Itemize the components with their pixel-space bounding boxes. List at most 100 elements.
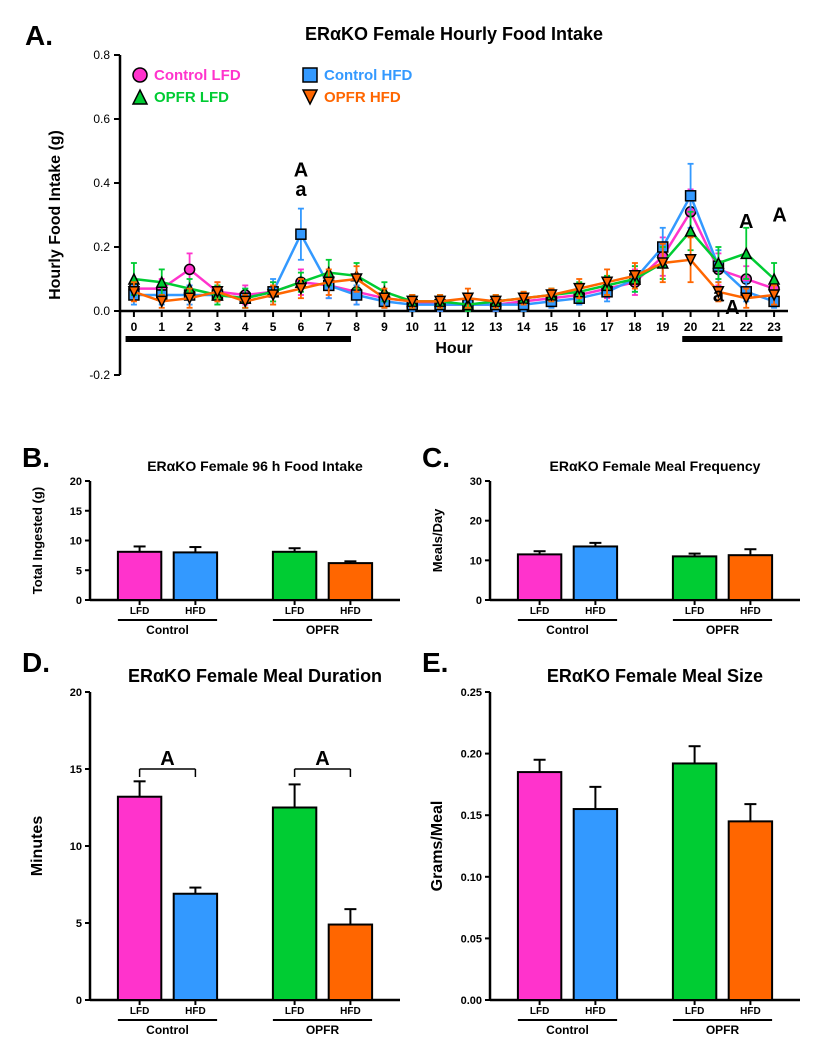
xtick: 11 [434, 320, 447, 334]
figure-svg: A. ERαKO Female Hourly Food Intake -0.2 0.0… [10, 10, 818, 1050]
cat-label: LFD [285, 1006, 304, 1017]
ytick: -0.2 [89, 368, 110, 382]
ytick: 0 [476, 595, 482, 607]
xtick: 14 [517, 320, 531, 334]
ytick: 30 [470, 476, 482, 488]
cat-label: LFD [530, 1006, 549, 1017]
significance-annotation: a [713, 284, 725, 306]
bar [729, 555, 772, 600]
panelB-ylabel: Total Ingested (g) [30, 487, 45, 594]
significance-annotation: A [739, 211, 753, 233]
legend-label: Control HFD [324, 67, 412, 84]
bar [574, 546, 617, 600]
panelE: E.ERαKO Female Meal Size0.000.050.100.15… [422, 647, 800, 1037]
panelE-title: ERαKO Female Meal Size [547, 666, 763, 686]
xtick: 23 [767, 320, 781, 334]
cat-label: LFD [530, 606, 549, 617]
xtick: 0 [131, 320, 138, 334]
panel-a-ylabel: Hourly Food Intake (g) [47, 130, 64, 300]
panelD-ylabel: Minutes [29, 816, 46, 877]
panelD-label: D. [22, 647, 50, 678]
ytick: 0.15 [461, 810, 482, 822]
panelD: D. ERαKO Female Meal Duration 0 5 10 15 20 Minu… [22, 647, 400, 1037]
panelC: C.ERαKO Female Meal Frequency0102030Meal… [422, 442, 800, 637]
group-label: Control [546, 623, 589, 637]
cat-label: HFD [185, 606, 206, 617]
bar [329, 563, 372, 600]
panelC-title: ERαKO Female Meal Frequency [550, 458, 761, 474]
panel-a: A. ERαKO Female Hourly Food Intake -0.2 0.0… [25, 20, 788, 382]
cat-label: LFD [285, 606, 304, 617]
xtick: 20 [684, 320, 698, 334]
group-label: OPFR [306, 623, 340, 637]
bar [518, 554, 561, 600]
xtick: 7 [325, 320, 332, 334]
bar [673, 556, 716, 600]
ytick: 10 [70, 536, 82, 548]
ytick: 5 [76, 565, 82, 577]
legend-label: OPFR LFD [154, 89, 229, 106]
figure-container: A. ERαKO Female Hourly Food Intake -0.2 0.0… [10, 10, 818, 1050]
group-label: Control [146, 623, 189, 637]
series-line [134, 260, 774, 302]
group-label: OPFR [706, 1023, 740, 1037]
cat-label: HFD [585, 1006, 606, 1017]
bar [329, 925, 372, 1000]
panel-a-xlabel: Hour [435, 340, 472, 357]
panelD-title: ERαKO Female Meal Duration [128, 666, 382, 686]
bar [673, 763, 716, 1000]
series-line [134, 212, 774, 305]
xtick: 16 [573, 320, 587, 334]
bar [174, 552, 217, 600]
significance-annotation: A [772, 204, 786, 226]
bar [574, 809, 617, 1000]
xtick: 4 [242, 320, 249, 334]
ytick: 0.4 [93, 176, 110, 190]
xtick: 22 [740, 320, 754, 334]
xtick: 13 [489, 320, 503, 334]
xtick: 17 [600, 320, 614, 334]
ytick: 0.0 [93, 304, 110, 318]
ytick: 0.6 [93, 112, 110, 126]
panelC-label: C. [422, 442, 450, 473]
cat-label: LFD [130, 1006, 149, 1017]
ytick: 0.20 [461, 749, 482, 761]
xtick: 15 [545, 320, 559, 334]
xtick: 10 [406, 320, 420, 334]
panelB: B.ERαKO Female 96 h Food Intake05101520T… [22, 442, 400, 637]
cat-label: LFD [685, 606, 704, 617]
ytick: 10 [70, 841, 82, 853]
xtick: 9 [381, 320, 388, 334]
cat-label: HFD [340, 1006, 361, 1017]
xtick: 6 [298, 320, 305, 334]
group-label: Control [146, 1023, 189, 1037]
ytick: 0.2 [93, 240, 110, 254]
ytick: 15 [70, 764, 82, 776]
ytick: 0 [76, 995, 82, 1007]
ytick: 20 [470, 516, 482, 528]
xtick: 12 [461, 320, 475, 334]
ytick: 0.25 [461, 687, 482, 699]
ytick: 5 [76, 918, 82, 930]
panelC-ylabel: Meals/Day [430, 508, 445, 572]
xtick: 21 [712, 320, 726, 334]
panelE-ylabel: Grams/Meal [429, 801, 446, 892]
cat-label: LFD [130, 606, 149, 617]
bar [273, 808, 316, 1001]
ytick: 20 [70, 687, 82, 699]
panelE-label: E. [422, 647, 448, 678]
ytick: 0 [76, 595, 82, 607]
panel-a-label: A. [25, 20, 53, 51]
cat-label: HFD [585, 606, 606, 617]
ytick: 0.10 [461, 872, 482, 884]
panel-a-legend: Control LFDControl HFDOPFR LFDOPFR HFD [133, 67, 412, 106]
significance-annotation: a [295, 179, 307, 201]
sig-label: A [160, 748, 174, 770]
ytick: 20 [70, 476, 82, 488]
panel-a-title: ERαKO Female Hourly Food Intake [305, 24, 603, 44]
ytick: 0.8 [93, 48, 110, 62]
ytick: 15 [70, 506, 82, 518]
cat-label: HFD [340, 606, 361, 617]
sig-label: A [315, 748, 329, 770]
group-label: OPFR [706, 623, 740, 637]
